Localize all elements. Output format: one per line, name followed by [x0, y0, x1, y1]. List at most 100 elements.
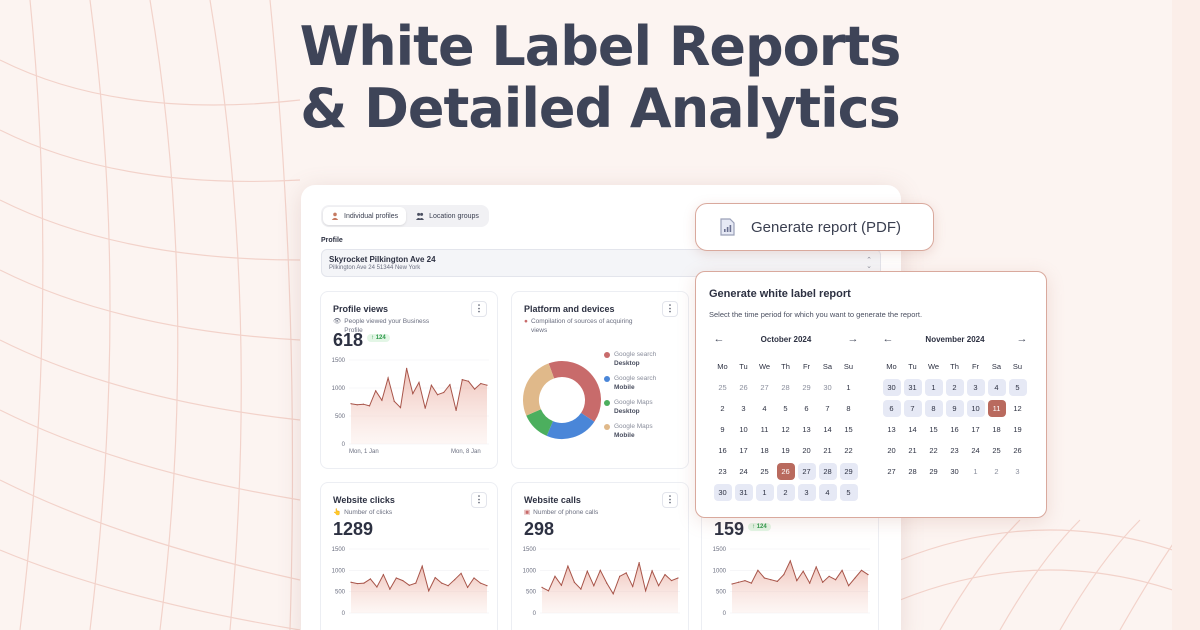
calendar-day[interactable]: 29	[802, 383, 811, 392]
calendar-day[interactable]: 3	[1015, 467, 1020, 476]
profile-select[interactable]: Skyrocket Pilkington Ave 24 Pilkington A…	[321, 249, 881, 277]
calendar-day[interactable]: 3	[741, 404, 746, 413]
data-point	[434, 576, 436, 579]
calendar-day[interactable]: 28	[781, 383, 790, 392]
calendar-day[interactable]: 3	[965, 377, 986, 398]
calendar-day[interactable]: 15	[844, 425, 853, 434]
calendar-day[interactable]: 4	[817, 482, 838, 503]
calendar-day[interactable]: 28	[817, 461, 838, 482]
calendar-day[interactable]: 19	[781, 446, 790, 455]
calendar-day[interactable]: 27	[796, 461, 817, 482]
next-month-arrow-icon[interactable]: →	[847, 333, 859, 345]
calendar-day[interactable]: 14	[823, 425, 832, 434]
calendar-day[interactable]: 23	[718, 467, 727, 476]
calendar-day[interactable]: 4	[762, 404, 767, 413]
calendar-day[interactable]: 2	[994, 467, 999, 476]
data-point	[645, 590, 647, 592]
dialog-title: Generate white label report	[709, 288, 851, 300]
card-menu-button[interactable]: ⋮	[662, 492, 678, 508]
calendar-day[interactable]: 20	[887, 446, 896, 455]
calendar-day[interactable]: 30	[950, 467, 959, 476]
calendar-day[interactable]: 17	[971, 425, 980, 434]
calendar-day[interactable]: 11	[760, 425, 769, 434]
calendar-day[interactable]: 21	[908, 446, 917, 455]
calendar-day[interactable]: 3	[796, 482, 817, 503]
calendar-day[interactable]: 29	[929, 467, 938, 476]
calendar-day[interactable]: 14	[908, 425, 917, 434]
calendar-day[interactable]: 5	[838, 482, 859, 503]
card-menu-button[interactable]: ⋮	[471, 301, 487, 317]
calendar-day[interactable]: 16	[718, 446, 727, 455]
calendar-day[interactable]: 2	[720, 404, 725, 413]
calendar-day[interactable]: 30	[823, 383, 832, 392]
y-tick-label: 0	[533, 611, 537, 617]
calendar-day[interactable]: 28	[908, 467, 917, 476]
calendar-day[interactable]: 20	[802, 446, 811, 455]
calendar-day[interactable]: 25	[992, 446, 1001, 455]
calendar-day[interactable]: 27	[760, 383, 769, 392]
calendar-day[interactable]: 9	[720, 425, 725, 434]
calendar-day[interactable]: 18	[760, 446, 769, 455]
calendar-day[interactable]: 4	[986, 377, 1007, 398]
calendar-day[interactable]: 25	[760, 467, 769, 476]
calendar-day[interactable]: 17	[739, 446, 748, 455]
prev-month-arrow-icon[interactable]: ←	[713, 333, 725, 345]
calendar-day[interactable]: 10	[965, 398, 986, 419]
y-tick-label: 0	[342, 442, 346, 448]
calendar-day[interactable]: 8	[846, 404, 851, 413]
calendar-day[interactable]: 30	[881, 377, 902, 398]
calendar-day[interactable]: 2	[944, 377, 965, 398]
data-point	[657, 585, 660, 587]
calendar-day[interactable]: 5	[1007, 377, 1028, 398]
weekday-label: Sa	[822, 362, 833, 371]
calendar-day[interactable]: 18	[992, 425, 1001, 434]
calendar-day[interactable]: 1	[754, 482, 775, 503]
calendar-day[interactable]: 26	[775, 461, 796, 482]
calendar-day[interactable]: 19	[1013, 425, 1022, 434]
calendar-day[interactable]: 13	[802, 425, 811, 434]
calendar-day[interactable]: 2	[775, 482, 796, 503]
calendar-day[interactable]: 7	[902, 398, 923, 419]
calendar-day[interactable]: 13	[887, 425, 896, 434]
calendar-day[interactable]: 26	[739, 383, 748, 392]
calendar-day[interactable]: 6	[804, 404, 809, 413]
calendar-day[interactable]: 31	[733, 482, 754, 503]
card-menu-button[interactable]: ⋮	[662, 301, 678, 317]
prev-month-arrow-icon[interactable]: ←	[882, 333, 894, 345]
generate-report-button[interactable]: Generate report (PDF)	[695, 203, 934, 251]
calendar-day[interactable]: 6	[881, 398, 902, 419]
calendar-day[interactable]: 22	[929, 446, 938, 455]
calendar-day[interactable]: 29	[838, 461, 859, 482]
calendar-day[interactable]: 25	[718, 383, 727, 392]
calendar-day[interactable]: 31	[902, 377, 923, 398]
calendar-day[interactable]: 1	[973, 467, 978, 476]
calendar-day[interactable]: 5	[783, 404, 788, 413]
calendar-day[interactable]: 1	[846, 383, 851, 392]
tab-individual-profiles[interactable]: Individual profiles	[323, 207, 407, 225]
data-point	[802, 570, 804, 572]
data-point	[389, 588, 391, 590]
card-menu-button[interactable]: ⋮	[471, 492, 487, 508]
calendar-day[interactable]: 27	[887, 467, 896, 476]
calendar-day[interactable]: 15	[929, 425, 938, 434]
tab-location-groups[interactable]: Location groups	[408, 207, 487, 225]
calendar-day[interactable]: 24	[739, 467, 748, 476]
donut-legend: Google search Desktop Google search Mobile…	[604, 350, 656, 446]
data-point	[776, 580, 778, 583]
calendar-day[interactable]: 1	[923, 377, 944, 398]
calendar-day[interactable]: 10	[739, 425, 748, 434]
calendar-day[interactable]: 9	[944, 398, 965, 419]
calendar-day[interactable]: 12	[781, 425, 790, 434]
calendar-day[interactable]: 21	[823, 446, 832, 455]
calendar-day[interactable]: 12	[1013, 404, 1022, 413]
calendar-day[interactable]: 26	[1013, 446, 1022, 455]
next-month-arrow-icon[interactable]: →	[1016, 333, 1028, 345]
calendar-day[interactable]: 30	[712, 482, 733, 503]
calendar-day[interactable]: 8	[923, 398, 944, 419]
calendar-day[interactable]: 24	[971, 446, 980, 455]
calendar-day[interactable]: 22	[844, 446, 853, 455]
calendar-day[interactable]: 23	[950, 446, 959, 455]
calendar-day[interactable]: 16	[950, 425, 959, 434]
calendar-day[interactable]: 11	[986, 398, 1007, 419]
calendar-day[interactable]: 7	[825, 404, 830, 413]
